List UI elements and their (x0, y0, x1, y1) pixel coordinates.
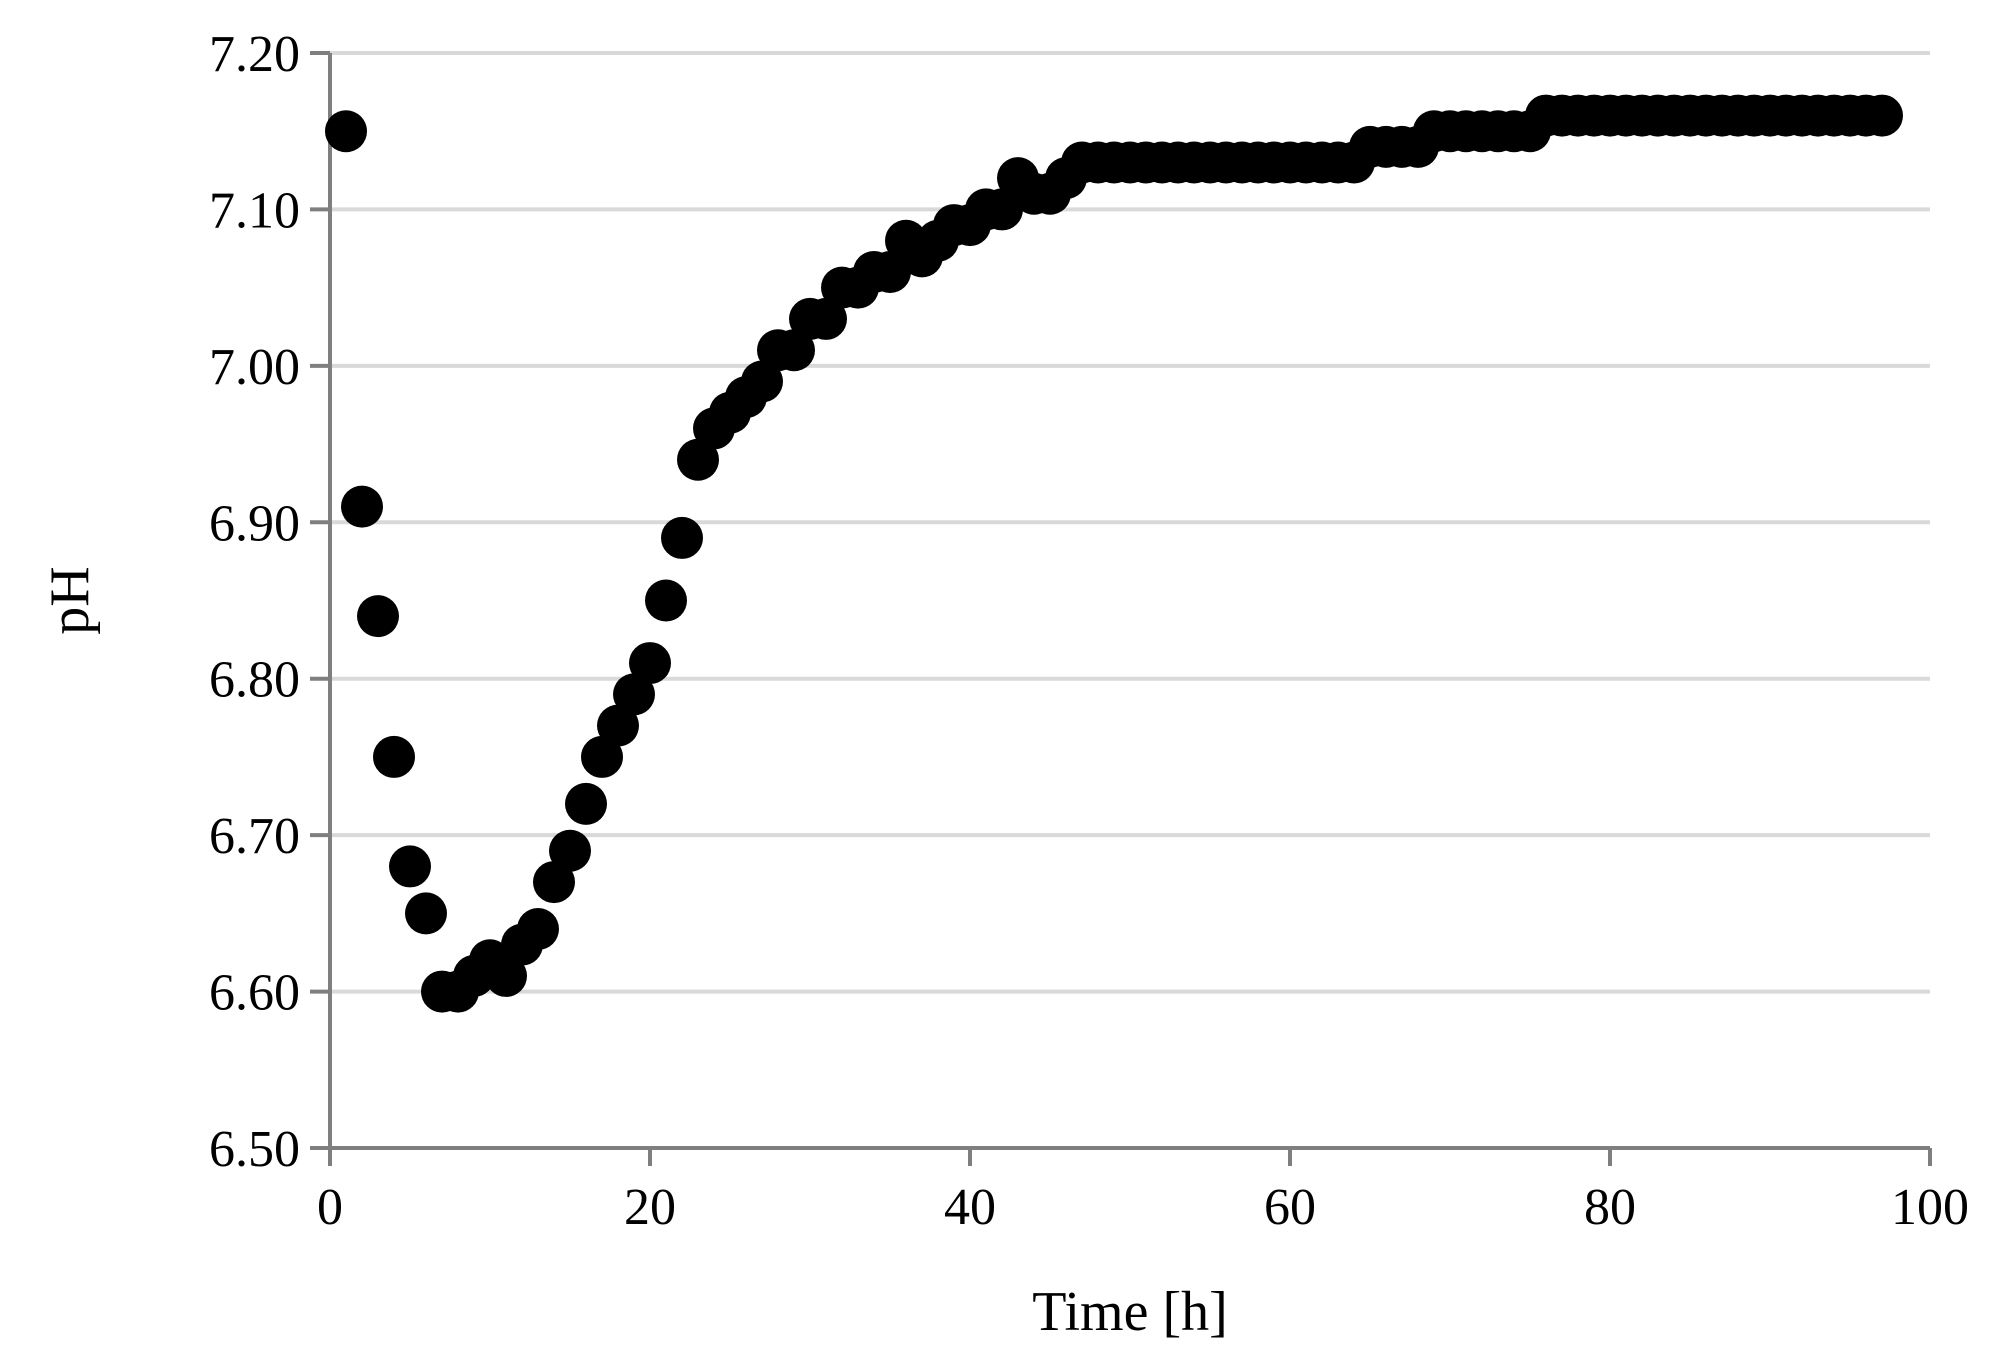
y-tick-label: 6.60 (209, 965, 300, 1022)
x-tick-label: 20 (624, 1179, 676, 1236)
data-point (645, 579, 687, 622)
y-tick-label: 6.80 (209, 652, 300, 709)
y-tick-label: 6.50 (209, 1121, 300, 1178)
data-point (773, 329, 815, 372)
data-point (981, 188, 1023, 231)
x-tick-label: 100 (1891, 1179, 1969, 1236)
x-tick-label: 80 (1584, 1179, 1636, 1236)
data-point (549, 829, 591, 872)
x-axis-title: Time [h] (1032, 1281, 1228, 1343)
data-point (341, 485, 383, 528)
data-point (1861, 94, 1903, 137)
data-point (629, 642, 671, 685)
data-point (597, 704, 639, 747)
data-point (581, 735, 623, 778)
axes (328, 53, 1930, 1150)
data-point (517, 908, 559, 950)
data-point (389, 845, 431, 888)
data-points (325, 94, 1903, 1013)
y-tick-label: 7.10 (209, 182, 300, 239)
data-point (869, 251, 911, 293)
gridlines (330, 51, 1930, 994)
data-point (613, 673, 655, 716)
data-point (741, 360, 783, 403)
data-point (325, 110, 367, 153)
data-point (357, 595, 399, 638)
data-point (565, 782, 607, 825)
x-tick-label: 60 (1264, 1179, 1316, 1236)
y-axis-title: pH (39, 566, 101, 634)
y-axis-ticks: 6.50 6.60 6.70 6.80 6.90 7.00 7.10 7.20 (209, 26, 330, 1178)
x-tick-label: 40 (944, 1179, 996, 1236)
y-tick-label: 6.90 (209, 495, 300, 552)
data-point (677, 438, 719, 481)
data-point (661, 516, 703, 559)
data-point (405, 892, 447, 935)
data-point (533, 861, 575, 904)
y-tick-label: 6.70 (209, 808, 300, 865)
data-point (485, 954, 527, 997)
x-axis-ticks: 0 20 40 60 80 100 (317, 1148, 1969, 1236)
y-tick-label: 7.00 (209, 339, 300, 396)
y-tick-label: 7.20 (209, 26, 300, 83)
x-tick-label: 0 (317, 1179, 343, 1236)
data-point (373, 735, 415, 778)
data-point (805, 297, 847, 340)
